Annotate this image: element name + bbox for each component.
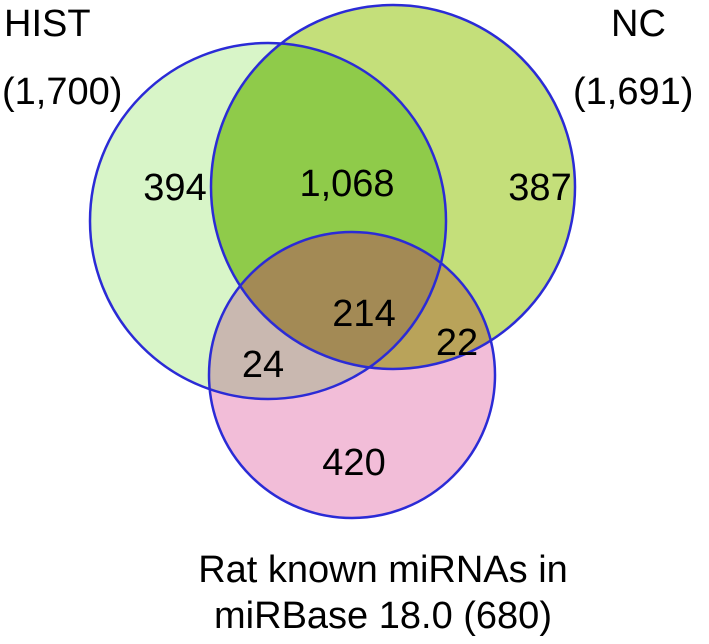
- count-mirbase-only: 420: [322, 442, 385, 484]
- mirbase-set-name-line1: Rat known miRNAs in: [198, 549, 568, 591]
- nc-set-size: (1,691): [573, 71, 693, 113]
- count-hist-nc: 1,068: [299, 163, 394, 205]
- hist-set-name: HIST: [4, 3, 91, 45]
- count-hist-mirbase: 24: [242, 344, 284, 386]
- nc-set-name: NC: [611, 3, 666, 45]
- all-three-overlap: [211, 232, 446, 369]
- mirbase-circle-outline: [207, 230, 497, 520]
- hist-set-size: (1,700): [2, 71, 122, 113]
- count-hist-only: 394: [143, 167, 206, 209]
- hist-circle-outline: [88, 41, 448, 401]
- nc-circle-outline: [209, 3, 577, 371]
- count-nc-mirbase: 22: [436, 322, 478, 364]
- mirbase-set-name-line2: miRBase 18.0 (680): [214, 595, 552, 637]
- count-all-three: 214: [332, 293, 395, 335]
- count-nc-only: 387: [508, 167, 571, 209]
